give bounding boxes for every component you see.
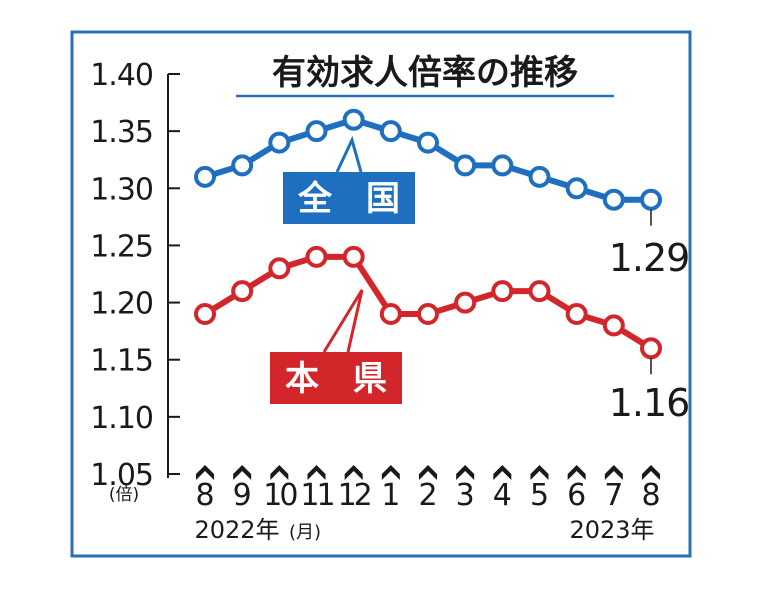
data-point — [528, 280, 551, 303]
series-label-box — [270, 352, 402, 404]
data-point — [491, 280, 514, 303]
data-point — [379, 303, 402, 325]
x-tick-label: 2 — [418, 478, 437, 513]
y-axis-ticks: 1.40 1.35 1.30 1.25 1.20 1.15 1.10 1.05 — [90, 58, 180, 493]
x-tick-mark — [233, 465, 252, 480]
x-tick-mark — [381, 465, 400, 480]
y-tick-label: 1.20 — [90, 287, 153, 322]
y-tick-label: 1.15 — [90, 344, 153, 379]
x-tick-label: 1 — [381, 478, 400, 513]
x-tick-mark — [344, 465, 363, 480]
y-tick-label: 1.25 — [90, 229, 153, 264]
chart-title: 有効求人倍率の推移 — [272, 53, 578, 93]
x-unit-label: (月) — [289, 522, 321, 543]
data-point — [268, 131, 291, 154]
x-tick-label: 12 — [338, 478, 371, 513]
series-name: 本 県 — [285, 359, 387, 399]
year-start-label: 2022年 — [194, 516, 279, 544]
series-end-value: 1.16 — [609, 381, 690, 425]
data-point — [602, 188, 625, 211]
data-point — [417, 131, 439, 154]
data-point — [379, 120, 402, 143]
series-callout-pointer — [322, 289, 364, 353]
x-tick-mark — [419, 465, 437, 480]
y-tick-label: 1.30 — [90, 172, 153, 207]
data-point — [305, 245, 328, 268]
x-axis-ticks: 8 9 10 11 12 1 2 3 4 5 6 7 8 — [195, 465, 661, 513]
x-tick-label: 11 — [300, 478, 333, 513]
y-tick-label: 1.10 — [90, 401, 153, 436]
data-point — [454, 291, 477, 314]
x-tick-mark — [307, 465, 326, 480]
x-tick-mark — [456, 465, 475, 480]
series-1: 本 県 1.16 — [194, 245, 690, 425]
series-end-value: 1.29 — [609, 236, 690, 280]
series-name: 全 国 — [297, 179, 400, 219]
data-point — [565, 303, 588, 325]
x-tick-label: 9 — [233, 478, 252, 513]
x-tick-mark — [567, 465, 586, 480]
data-point — [454, 154, 477, 177]
y-unit-label: (倍) — [109, 485, 139, 505]
data-point — [417, 303, 439, 325]
x-tick-label: 8 — [195, 478, 214, 513]
data-point — [305, 120, 328, 143]
x-tick-label: 8 — [641, 478, 660, 513]
data-point — [565, 177, 588, 200]
data-point — [342, 245, 365, 268]
x-tick-label: 5 — [530, 478, 549, 513]
data-point — [640, 337, 662, 360]
y-tick-label: 1.35 — [90, 115, 153, 150]
x-tick-mark — [493, 465, 512, 480]
data-point — [640, 188, 662, 211]
y-tick-label: 1.05 — [90, 458, 153, 493]
data-point — [231, 280, 254, 303]
series-layer: 全 国 1.29 本 県 1.16 — [194, 108, 690, 425]
x-tick-label: 4 — [493, 478, 512, 513]
x-tick-label: 10 — [263, 478, 297, 513]
series-label-box — [283, 172, 415, 224]
data-point — [602, 314, 625, 337]
data-point — [342, 108, 365, 131]
data-point — [528, 165, 551, 188]
x-tick-mark — [530, 465, 549, 480]
x-tick-mark — [196, 465, 214, 480]
x-tick-label: 6 — [567, 478, 586, 513]
x-tick-mark — [642, 465, 660, 480]
x-tick-label: 7 — [604, 478, 623, 513]
data-point — [491, 154, 514, 177]
series-callout-pointer — [335, 135, 363, 173]
x-tick-mark — [270, 465, 289, 480]
data-point — [268, 257, 291, 280]
data-point — [194, 165, 216, 188]
x-tick-mark — [604, 465, 623, 480]
y-tick-label: 1.40 — [90, 58, 153, 93]
series-0: 全 国 1.29 — [194, 108, 690, 280]
x-tick-label: 3 — [456, 478, 475, 513]
year-end-label: 2023年 — [569, 516, 654, 544]
data-point — [194, 303, 216, 325]
data-point — [231, 154, 254, 177]
